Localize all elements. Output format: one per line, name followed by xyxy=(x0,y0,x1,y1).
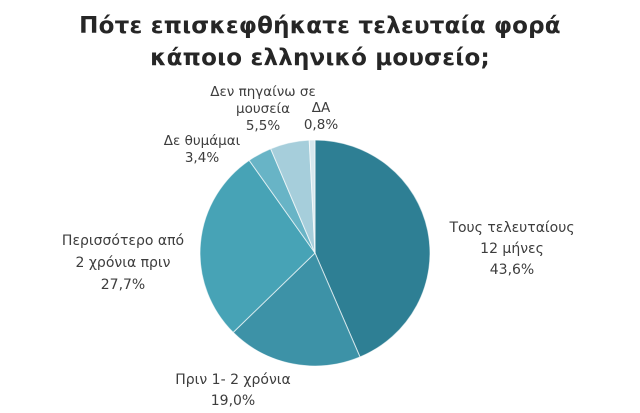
pie-slice-0 xyxy=(314,139,431,358)
pie-slice-1 xyxy=(232,252,361,367)
chart-title: Πότε επισκεφθήκατε τελευταία φορά κάποιο… xyxy=(0,10,640,74)
pie-slice-5 xyxy=(308,139,316,254)
chart-title-line-2: κάποιο ελληνικό μουσείο; xyxy=(150,45,490,71)
chart-title-line-1: Πότε επισκεφθήκατε τελευταία φορά xyxy=(79,13,561,39)
pie-slice-2 xyxy=(199,159,316,334)
